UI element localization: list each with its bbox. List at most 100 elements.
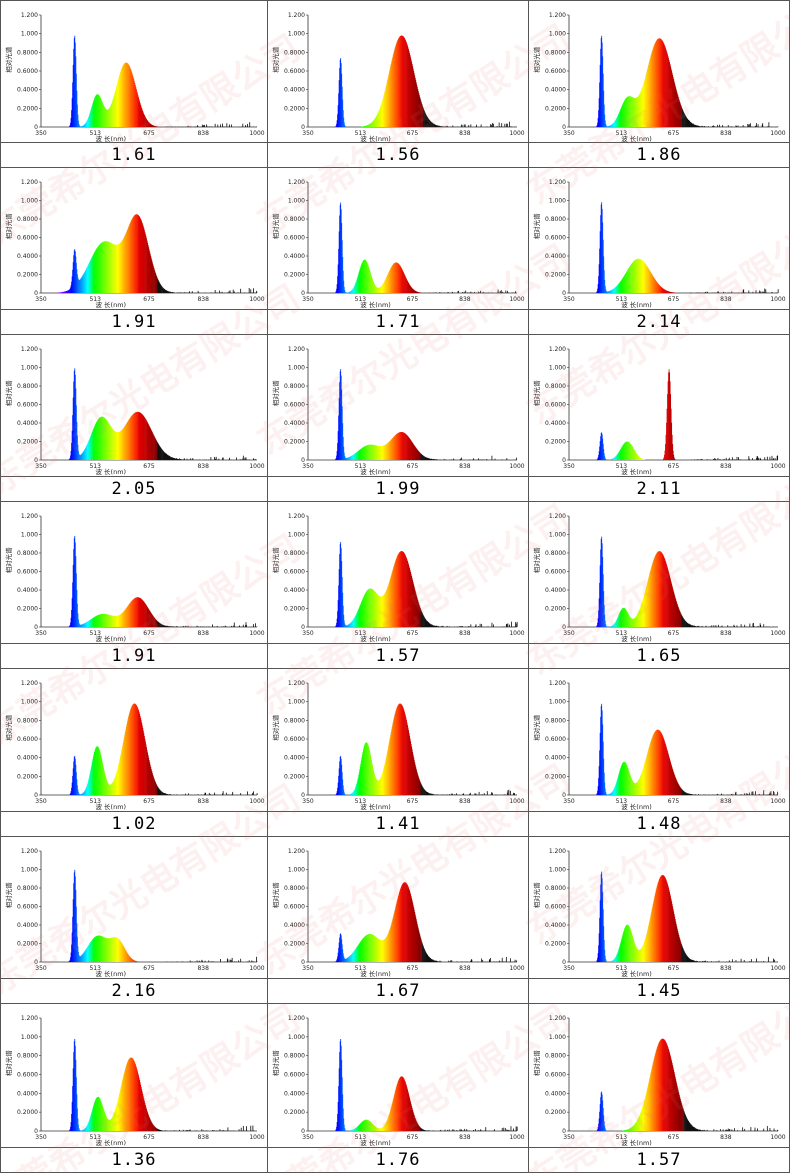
- spectrum-bar: [189, 291, 191, 293]
- spectrum-bar: [612, 625, 613, 627]
- spectrum-bar: [394, 713, 396, 795]
- spectrum-bar: [92, 938, 94, 962]
- spectrum-bar: [627, 924, 628, 962]
- spectrum-bar: [605, 792, 607, 795]
- spectrum-bar: [670, 763, 672, 795]
- spectrum-bar: [64, 291, 66, 293]
- spectrum-bar: [109, 242, 111, 293]
- spectrum-bar: [669, 381, 671, 460]
- spectrum-bar: [622, 762, 624, 795]
- spectrum-bar: [118, 432, 120, 460]
- y-tick-label: 0.4000: [17, 755, 38, 762]
- x-tick-label: 513: [616, 130, 628, 137]
- spectrum-bar: [387, 275, 388, 293]
- spectrum-bar: [612, 458, 614, 460]
- spectrum-bar: [761, 292, 763, 293]
- y-tick-label: 1.000: [288, 365, 305, 372]
- spectrum-bar: [108, 108, 110, 127]
- spectrum-bar: [339, 937, 341, 962]
- y-tick-label: 0.8000: [17, 49, 38, 56]
- spectrum-bar: [385, 761, 386, 795]
- spectrum-bar: [100, 614, 102, 627]
- spectrum-bar: [355, 453, 357, 460]
- spectrum-bar: [613, 457, 615, 460]
- spectrum-bar: [626, 441, 628, 460]
- spectrum-bar: [678, 100, 680, 127]
- spectrum-bar: [672, 770, 674, 795]
- spectrum-bar: [414, 588, 416, 627]
- spectrum-bar: [116, 85, 118, 127]
- spectrum-bar: [618, 113, 620, 127]
- y-axis-label: 相对光谱: [4, 714, 13, 741]
- spectrum-bar: [87, 621, 88, 627]
- spectrum-bar: [684, 114, 686, 127]
- spectrum-bar: [674, 919, 676, 962]
- spectrum-bar: [117, 767, 119, 795]
- spectrum-bar: [85, 123, 86, 127]
- spectrum-bar: [117, 765, 119, 795]
- spectrum-bar: [616, 620, 618, 627]
- spectrum-bar: [424, 949, 425, 962]
- spectrum-bar: [350, 623, 351, 627]
- spectrum-bar: [351, 621, 352, 627]
- spectrum-bar: [371, 444, 372, 460]
- spectrum-bar: [347, 957, 349, 962]
- spectrum-bar: [345, 292, 347, 293]
- x-tick-label: 1000: [249, 130, 264, 137]
- y-tick-label: 0: [562, 457, 566, 464]
- y-tick-label: 0.6000: [17, 904, 38, 911]
- spectrum-bar: [113, 430, 115, 460]
- spectrum-bar: [152, 264, 154, 293]
- spectrum-bar: [656, 40, 658, 128]
- spectrum-cell: 1.200 1.000 0.8000 0.6000 0.4000 0.2000 0 350 51…: [529, 168, 790, 335]
- spectrum-bar: [631, 932, 632, 962]
- spectrum-bar: [129, 224, 130, 293]
- spectrum-bar: [425, 952, 427, 962]
- spectrum-bar: [649, 58, 651, 127]
- spectrum-bar: [633, 782, 634, 795]
- spectrum-bar: [638, 949, 640, 962]
- spectrum-bar: [759, 291, 761, 293]
- spectrum-bar: [681, 945, 683, 962]
- spectrum-bar: [709, 626, 711, 627]
- spectrum-bar: [102, 1105, 103, 1131]
- spectrum-bar: [641, 259, 643, 293]
- spectrum-bar: [150, 769, 152, 795]
- spectrum-bar: [359, 449, 361, 460]
- spectrum-bar: [82, 792, 84, 795]
- spectrum-bar: [366, 125, 368, 127]
- spectrum-bar: [404, 882, 405, 962]
- spectrum-bar: [345, 958, 347, 962]
- spectrum-bar: [89, 1119, 91, 1131]
- spectrum-bar: [82, 452, 84, 460]
- spectrum-bar: [760, 625, 762, 627]
- spectrum-bar: [141, 1089, 143, 1131]
- spectrum-bar: [348, 624, 349, 627]
- spectrum-bar: [615, 286, 617, 293]
- spectrum-bar: [613, 789, 614, 795]
- spectrum-bar: [672, 444, 674, 460]
- spectrum-bar: [632, 97, 633, 127]
- spectrum-bar: [152, 1124, 154, 1131]
- spectrum-bar: [478, 791, 480, 795]
- spectrum-bar: [659, 731, 661, 795]
- spectrum-bar: [470, 291, 472, 293]
- spectrum-bar: [719, 124, 720, 127]
- spectrum-bar: [420, 98, 421, 127]
- spectrum-bar: [408, 51, 410, 128]
- spectrum-bar: [174, 1130, 176, 1131]
- spectrum-bar: [109, 784, 111, 795]
- spectrum-bar: [124, 1071, 126, 1131]
- y-tick-label: 0.2000: [284, 1109, 305, 1116]
- spectrum-bar: [424, 950, 426, 962]
- spectrum-bar: [389, 930, 390, 962]
- spectrum-bar: [410, 894, 412, 962]
- y-tick-label: 0.8000: [17, 216, 38, 223]
- spectrum-bar: [125, 951, 127, 962]
- spectrum-bar: [414, 75, 416, 127]
- spectrum-bar: [173, 626, 175, 627]
- spectrum-bar: [338, 231, 340, 293]
- spectrum-bar: [704, 126, 705, 127]
- spectrum-bar: [654, 896, 656, 962]
- x-tick-label: 513: [89, 798, 101, 805]
